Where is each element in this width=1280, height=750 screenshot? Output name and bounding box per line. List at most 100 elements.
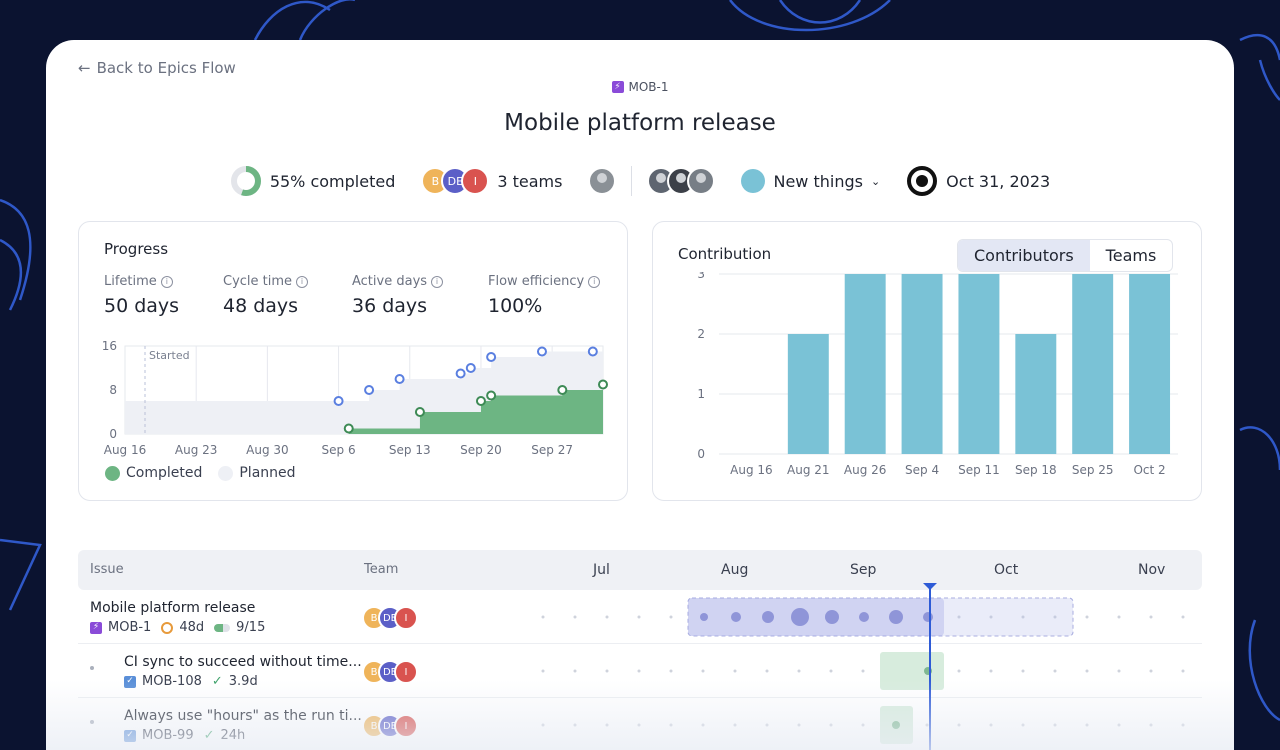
progress-ring-icon <box>230 166 261 196</box>
metric-flow-efficiency: Flow efficiency i 100% <box>488 274 601 317</box>
epic-progress-bar <box>688 598 944 636</box>
header-issue[interactable]: Issue <box>90 562 124 577</box>
header-team[interactable]: Team <box>364 562 399 577</box>
contribution-panel: Contribution Contributors Teams 0 1 2 3 Aug … <box>652 221 1202 501</box>
legend-planned[interactable]: Planned <box>218 465 296 481</box>
activity-dot <box>923 612 933 622</box>
completion-status: 55% completed <box>230 165 396 197</box>
timeline-grid-dot <box>701 723 705 727</box>
issue-title[interactable]: Mobile platform release <box>90 600 256 616</box>
timeline-grid-dot <box>1085 669 1089 673</box>
completed-label: 55% completed <box>269 171 396 191</box>
due-date-label: Oct 31, 2023 <box>946 171 1051 191</box>
activity-dot <box>825 610 839 624</box>
epic-bolt-icon: ⚡ <box>90 621 102 634</box>
team-avatars: B DE I <box>362 606 418 630</box>
tag-label: New things <box>773 171 863 191</box>
timeline-grid-dot <box>637 615 641 619</box>
owner[interactable] <box>588 167 617 195</box>
issue-title[interactable]: CI sync to succeed without time... <box>124 654 362 670</box>
activity-dot <box>700 613 708 621</box>
timeline-grid-dot <box>733 723 737 727</box>
planned-point <box>465 363 476 373</box>
info-icon[interactable]: i <box>431 275 444 288</box>
y-tick-label: 0 <box>109 427 117 441</box>
table-row[interactable]: Mobile platform release ⚡ MOB-1 48d 9/15… <box>78 590 1202 644</box>
completed-point <box>343 423 354 434</box>
timeline-grid-dot <box>797 669 801 673</box>
metric-label: Cycle time <box>223 274 293 289</box>
info-icon[interactable]: i <box>296 275 309 288</box>
planned-point <box>486 352 497 362</box>
metric-cycle-time: Cycle time i 48 days <box>223 274 309 317</box>
metric-value: 36 days <box>352 295 428 317</box>
page-title: Mobile platform release <box>504 110 776 136</box>
bar <box>958 274 1000 454</box>
epic-key-label: MOB-1 <box>628 80 669 94</box>
timeline-grid-dot <box>1181 615 1185 619</box>
bar <box>844 274 886 454</box>
legend-swatch <box>218 465 234 481</box>
back-link[interactable]: ← Back to Epics Flow <box>78 59 236 77</box>
x-tick-label: Oct 2 <box>1133 463 1165 477</box>
contribution-chart: 0 1 2 3 Aug 16 Aug 21 Aug 26 Sep 4 Sep 11 Sep 18 S… <box>697 272 1178 477</box>
timeline-grid-dot <box>1085 723 1089 727</box>
metric-label: Flow efficiency <box>488 274 585 289</box>
team-avatar-i: I <box>394 606 418 630</box>
bar <box>901 274 943 454</box>
y-tick-label: 3 <box>697 272 705 281</box>
x-tick-label: Aug 23 <box>175 443 218 457</box>
y-tick-label: 0 <box>697 447 705 461</box>
chevron-down-icon: ⌄ <box>870 174 881 188</box>
timeline-grid-dot <box>701 669 705 673</box>
timeline-grid-dot <box>573 723 577 727</box>
timeline-grid-dot <box>605 615 609 619</box>
y-tick-label: 8 <box>109 383 117 397</box>
month-label: Nov <box>1138 562 1166 578</box>
timeline-grid-dot <box>989 723 993 727</box>
tag-color-dot <box>741 169 766 193</box>
progress-title: Progress <box>104 240 169 258</box>
timeline-grid-dot <box>573 669 577 673</box>
info-icon[interactable]: i <box>588 275 601 288</box>
timeline-grid-dot <box>637 723 641 727</box>
timeline-grid-dot <box>1085 615 1089 619</box>
metric-label: Active days <box>352 274 428 289</box>
metric-label: Lifetime <box>104 274 157 289</box>
timeline-grid-dot <box>541 669 545 673</box>
toggle-contributors[interactable]: Contributors <box>958 240 1090 271</box>
summary-bar: 55% completed B DE I 3 teams New things … <box>46 162 1234 200</box>
completed-point <box>557 385 568 395</box>
bar <box>1015 334 1057 454</box>
timeline-grid-dot <box>573 615 577 619</box>
toggle-teams[interactable]: Teams <box>1105 246 1157 265</box>
teams-label: 3 teams <box>497 171 563 191</box>
info-icon[interactable]: i <box>160 275 173 288</box>
activity-dot <box>791 608 809 626</box>
issues-table-header: Issue Team Jul Aug Sep Oct Nov <box>78 550 1202 590</box>
teams-status[interactable]: B DE I 3 teams <box>421 167 562 195</box>
completed-point <box>475 396 486 406</box>
epic-detail-card: ← Back to Epics Flow ⚡ MOB-1 Mobile plat… <box>46 40 1234 750</box>
legend-completed[interactable]: Completed <box>105 465 202 481</box>
completed-area <box>348 384 603 434</box>
timeline-grid-dot <box>669 723 673 727</box>
timeline-grid-dot <box>1181 723 1185 727</box>
team-avatars: B DE I <box>421 167 490 195</box>
timeline-grid-dot <box>829 669 833 673</box>
timeline-grid-dot <box>669 615 673 619</box>
timeline-grid-dot <box>861 669 865 673</box>
timeline-grid-dot <box>957 669 961 673</box>
tag-dropdown[interactable]: New things ⌄ <box>741 169 880 193</box>
issue-duration: 48d <box>179 620 205 635</box>
activity-dot <box>892 721 900 729</box>
timeline-grid-dot <box>989 669 993 673</box>
summary-divider <box>631 166 633 196</box>
activity-dot <box>859 612 869 622</box>
timeline-grid-dot <box>1053 615 1057 619</box>
contributor-avatars <box>647 167 716 195</box>
planned-point <box>587 346 598 357</box>
contributors[interactable] <box>647 167 716 195</box>
due-date[interactable]: Oct 31, 2023 <box>906 165 1050 197</box>
legend-swatch <box>105 465 120 481</box>
